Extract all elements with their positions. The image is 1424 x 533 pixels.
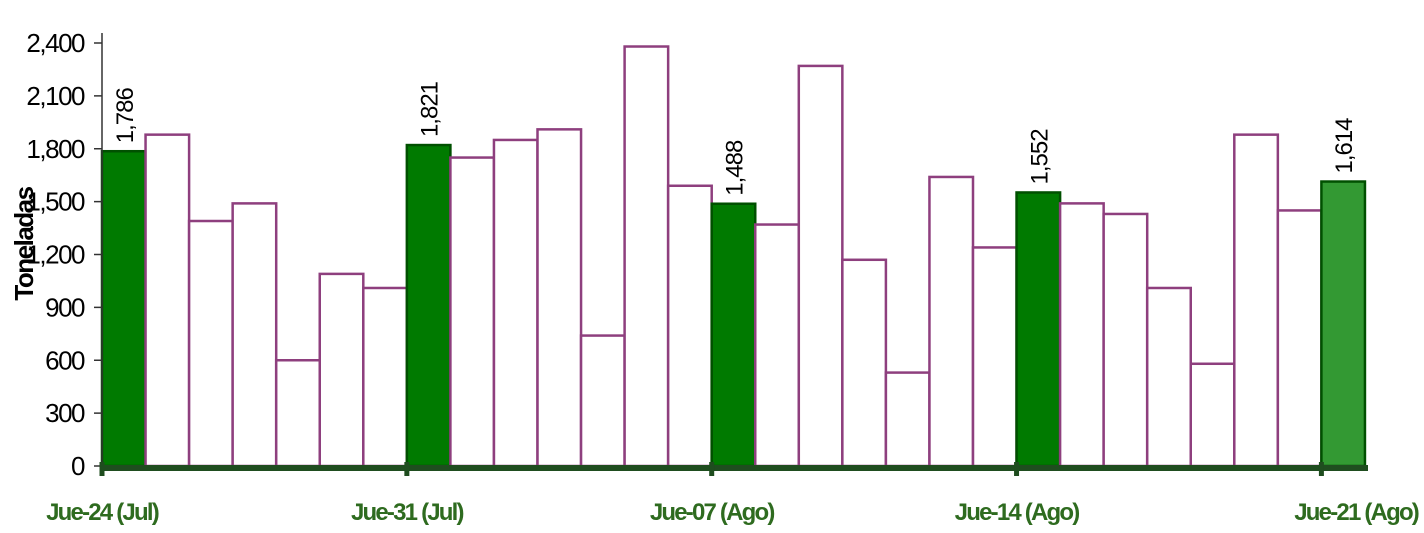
- bar-highlighted: [1320, 180, 1367, 468]
- bar-highlighted: [1015, 191, 1062, 468]
- bar: [1276, 209, 1323, 468]
- x-tick-label: Jue-24 (Jul): [46, 499, 159, 526]
- data-label: 1,786: [112, 88, 139, 144]
- bar: [231, 202, 278, 468]
- bar: [1189, 362, 1236, 468]
- y-tick-label: 1,500: [26, 187, 85, 217]
- data-label: 1,821: [417, 81, 444, 137]
- bar-highlighted: [100, 149, 147, 468]
- bar: [449, 156, 496, 468]
- data-label: 1,614: [1331, 118, 1358, 174]
- y-tick-label: 600: [45, 345, 85, 375]
- x-tick-label: Jue-31 (Jul): [351, 499, 464, 526]
- y-tick-label: 2,100: [26, 81, 85, 111]
- x-tick-label: Jue-14 (Ago): [955, 499, 1080, 526]
- bar: [536, 128, 583, 468]
- bar-highlighted: [405, 143, 452, 468]
- data-labels-group: 1,786 1,821 1,488 1,552 1,614: [112, 81, 1358, 195]
- bar: [318, 272, 365, 468]
- bar: [971, 246, 1018, 468]
- y-tick-label: 2,400: [26, 28, 85, 58]
- y-tick-label: 900: [45, 292, 85, 322]
- data-label: 1,488: [721, 140, 748, 196]
- bar: [1058, 202, 1105, 468]
- x-tick-label: Jue-07 (Ago): [650, 499, 775, 526]
- bar: [754, 223, 801, 468]
- data-label: 1,552: [1026, 129, 1053, 185]
- bar-highlighted: [710, 202, 757, 468]
- y-axis-label: Toneladas: [9, 186, 39, 300]
- y-tick-label: 1,200: [26, 240, 85, 270]
- bar: [884, 371, 931, 468]
- y-axis: 0 300 600 900 1,200 1,500 1,800 2,100 2,400: [26, 28, 103, 481]
- y-tick-label: 0: [71, 451, 85, 481]
- bars-group: [100, 45, 1367, 468]
- bar: [1233, 133, 1280, 468]
- bar: [666, 184, 713, 468]
- x-tick-label: Jue-21 (Ago): [1294, 499, 1419, 526]
- bar: [492, 138, 539, 468]
- bar: [623, 45, 670, 468]
- bar: [928, 175, 975, 468]
- x-axis: Jue-24 (Jul) Jue-31 (Jul) Jue-07 (Ago) Jue-…: [46, 462, 1421, 526]
- y-tick-label: 1,800: [26, 134, 85, 164]
- bar: [144, 133, 191, 468]
- bar: [187, 219, 234, 468]
- bar: [579, 334, 626, 468]
- bar: [1145, 286, 1192, 468]
- bar: [797, 64, 844, 468]
- bar: [274, 359, 322, 468]
- bar: [841, 258, 888, 468]
- y-tick-label: 300: [45, 398, 85, 428]
- bar: [362, 286, 409, 468]
- bar: [1102, 212, 1149, 468]
